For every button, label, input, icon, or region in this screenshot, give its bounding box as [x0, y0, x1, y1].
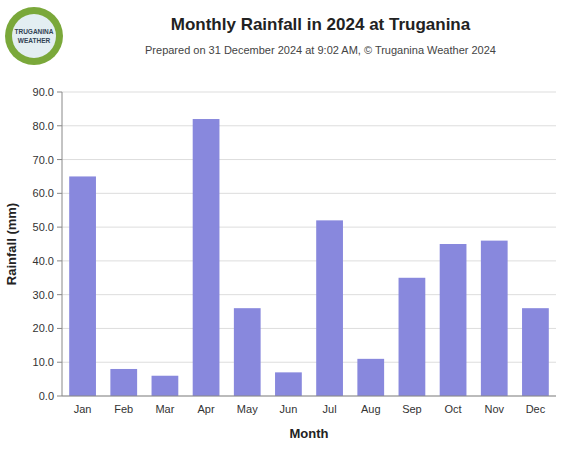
x-axis-line	[62, 396, 556, 397]
bar	[275, 372, 302, 396]
bar	[522, 308, 549, 396]
x-axis-label: Month	[290, 426, 329, 441]
y-axis: 0.0 10.0 20.0 30.0 40.0 50.0 60.0 70.0 80.0 90.0	[33, 86, 556, 402]
tick-mark	[57, 227, 62, 228]
logo: TRUGANINA WEATHER	[5, 7, 63, 65]
bar	[357, 359, 384, 396]
bar	[193, 119, 220, 396]
bar	[152, 376, 179, 396]
tick-label: Feb	[114, 403, 133, 415]
tick-label: Oct	[445, 403, 462, 415]
grid-line	[62, 396, 556, 397]
tick-mark	[57, 125, 62, 126]
background	[0, 0, 571, 459]
tick-label: May	[237, 403, 258, 415]
grid-line	[62, 92, 556, 93]
tick-label: 80.0	[33, 120, 54, 132]
tick-label: Jul	[323, 403, 337, 415]
logo-text: WEATHER	[18, 37, 51, 44]
logo-text: TRUGANINA	[15, 28, 54, 35]
tick-label: Nov	[484, 403, 504, 415]
y-axis-label: Rainfall (mm)	[4, 203, 19, 285]
tick-mark	[57, 396, 62, 397]
tick-mark	[57, 294, 62, 295]
tick-label: Sep	[402, 403, 422, 415]
tick-mark	[57, 159, 62, 160]
bar	[110, 369, 137, 396]
bar	[234, 308, 261, 396]
tick-label: 20.0	[33, 322, 54, 334]
chart-container: TRUGANINA WEATHER Monthly Rainfall in 2024…	[0, 0, 571, 459]
tick-mark	[57, 328, 62, 329]
bar	[316, 220, 343, 396]
y-axis-line	[62, 92, 63, 396]
bar	[481, 241, 508, 396]
tick-label: Jan	[74, 403, 92, 415]
grid-line	[62, 125, 556, 126]
logo-center	[12, 14, 56, 58]
tick-label: 90.0	[33, 86, 54, 98]
title: Monthly Rainfall in 2024 at Truganina	[171, 15, 471, 34]
bar	[440, 244, 467, 396]
tick-mark	[57, 92, 62, 93]
bars	[69, 119, 549, 396]
chart: TRUGANINA WEATHER Monthly Rainfall in 2024…	[0, 0, 571, 459]
tick-label: 50.0	[33, 221, 54, 233]
tick-label: 40.0	[33, 255, 54, 267]
tick-label: Jun	[280, 403, 298, 415]
tick-mark	[57, 260, 62, 261]
grid-line	[62, 159, 556, 160]
logo-ring	[5, 7, 63, 65]
subtitle: Prepared on 31 December 2024 at 9:02 AM,…	[145, 44, 496, 56]
tick-label: 70.0	[33, 154, 54, 166]
x-axis: Jan Feb Mar Apr May Jun Jul Aug Sep Oct Nov Dec	[74, 403, 546, 415]
tick-label: 0.0	[39, 390, 54, 402]
tick-label: Apr	[198, 403, 215, 415]
bar	[69, 176, 96, 396]
bar	[399, 278, 426, 396]
tick-mark	[57, 193, 62, 194]
tick-label: 30.0	[33, 289, 54, 301]
grid-line	[62, 193, 556, 194]
tick-label: 10.0	[33, 356, 54, 368]
tick-label: Aug	[361, 403, 381, 415]
tick-label: Dec	[526, 403, 546, 415]
tick-mark	[57, 362, 62, 363]
tick-label: Mar	[155, 403, 174, 415]
grid-line	[62, 227, 556, 228]
tick-label: 60.0	[33, 187, 54, 199]
